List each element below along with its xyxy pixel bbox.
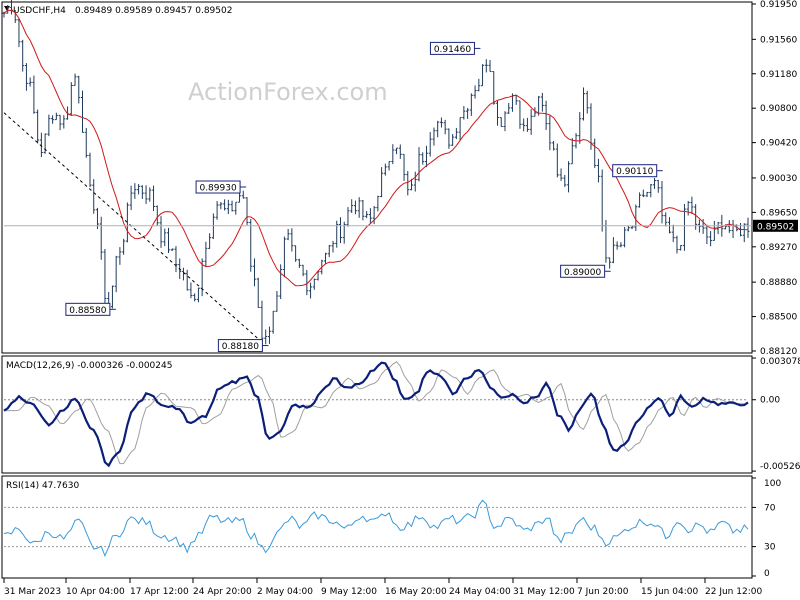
price-annotations: 0.88580 0.89930 0.88180 0.91460 0.89000 0.901…: [65, 41, 663, 353]
moving-average-line: [3, 9, 749, 287]
rsi-series: [3, 499, 749, 558]
time-tick-label: 31 Mar 2023: [4, 587, 61, 597]
price-label: 0.90110: [616, 167, 653, 177]
watermark: ActionForex.com: [188, 78, 388, 106]
time-tick-label: 24 May 04:00: [449, 587, 511, 597]
price-tick-label: 0.88500: [760, 313, 797, 323]
last-price-box: [753, 219, 798, 232]
time-tick-label: 22 Jun 12:00: [705, 587, 762, 597]
price-label: 0.89000: [564, 268, 601, 278]
time-tick-label: 15 Jun 04:00: [641, 587, 698, 597]
price-tick-label: 0.90800: [760, 104, 797, 114]
rsi-tick-label: 0: [764, 569, 770, 579]
price-tick-label: 0.91560: [760, 35, 797, 45]
time-tick-label: 17 Apr 12:00: [130, 587, 189, 597]
macd-tick-label: 0.003078: [760, 357, 800, 367]
rsi-line: [3, 499, 749, 558]
price-tick-label: 0.89650: [760, 208, 797, 218]
price-label: 0.89930: [199, 184, 236, 194]
time-tick-label: 10 Apr 04:00: [66, 587, 125, 597]
price-label: 0.88580: [69, 306, 106, 316]
macd-readout: MACD(12,26,9) -0.000326 -0.000245: [6, 361, 172, 371]
axes: 0.91950 0.91560 0.91180 0.90800 0.90420 0.900…: [3, 0, 800, 597]
price-tick-label: 0.88880: [760, 278, 797, 288]
macd-tick-label: 0.00: [760, 396, 780, 406]
last-price-label: 0.89502: [757, 222, 794, 232]
time-tick-label: 2 May 04:00: [257, 587, 313, 597]
price-label: 0.88180: [222, 342, 259, 352]
price-tick-label: 0.88120: [760, 347, 797, 357]
rsi-panel-frame: [1, 475, 753, 579]
rsi-tick-label: 30: [764, 543, 776, 553]
time-tick-label: 24 Apr 20:00: [193, 587, 252, 597]
rsi-tick-label: 100: [764, 479, 781, 489]
price-series: [2, 0, 752, 347]
symbol-label: USDCHF,H4: [13, 6, 66, 16]
price-tick-label: 0.91950: [760, 0, 797, 10]
macd-line: [3, 361, 749, 468]
macd-tick-label: -0.005268: [760, 462, 800, 472]
time-tick-label: 16 May 20:00: [385, 587, 447, 597]
time-tick-label: 31 May 12:00: [513, 587, 575, 597]
chart-header: USDCHF,H4 0.89489 0.89589 0.89457 0.8950…: [4, 6, 232, 16]
ohlc-readout: 0.89489 0.89589 0.89457 0.89502: [75, 6, 232, 16]
time-tick-label: 9 May 12:00: [321, 587, 377, 597]
price-tick-label: 0.90420: [760, 139, 797, 149]
rsi-tick-label: 70: [764, 503, 776, 513]
price-label: 0.91460: [434, 45, 471, 55]
price-tick-label: 0.90030: [760, 174, 797, 184]
rsi-readout: RSI(14) 47.7630: [6, 481, 79, 491]
macd-panel-frame: [1, 355, 753, 474]
price-tick-label: 0.91180: [760, 70, 797, 80]
time-tick-label: 7 Jun 20:00: [577, 587, 629, 597]
macd-series: [3, 361, 749, 468]
price-tick-label: 0.89270: [760, 243, 797, 253]
